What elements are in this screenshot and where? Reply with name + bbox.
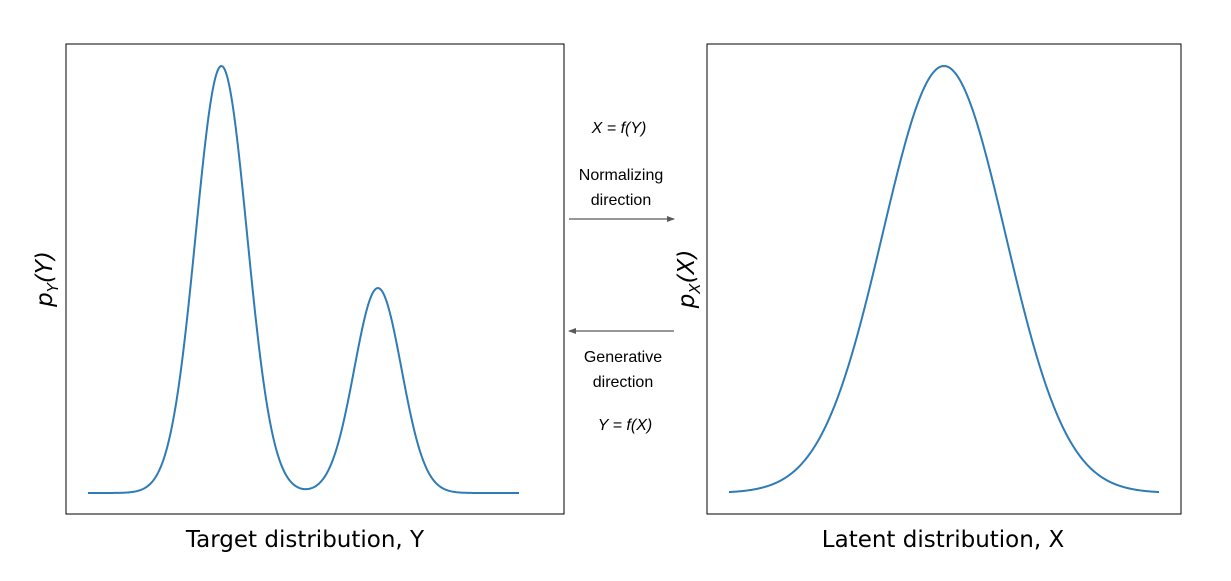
right-y-label-arg: (X) — [674, 250, 700, 284]
left-y-label-base: p — [32, 292, 58, 308]
normalizing-formula: X = f(Y) — [591, 120, 647, 137]
generative-label-line1: Generative — [584, 349, 662, 366]
left-y-label-sub: Y — [44, 281, 62, 292]
normalizing-label-line1: Normalizing — [579, 167, 663, 184]
right-y-label-base: p — [674, 294, 700, 310]
left-chart: Target distribution, Y pY(Y) — [32, 43, 565, 553]
left-y-label-arg: (Y) — [32, 251, 58, 283]
normalizing-label-line2: direction — [591, 192, 651, 209]
right-density-curve — [728, 64, 1160, 494]
right-plot-frame — [706, 43, 1182, 515]
right-x-axis-label: Latent distribution, X — [822, 527, 1065, 553]
generative-formula: Y = f(X) — [598, 417, 652, 434]
right-y-label-sub: X — [686, 283, 704, 295]
left-x-axis-label: Target distribution, Y — [185, 527, 425, 553]
left-plot-frame — [65, 43, 565, 515]
generative-label-line2: direction — [593, 374, 653, 391]
right-y-axis-label: pX(X) — [674, 250, 704, 310]
left-density-curve — [88, 64, 519, 494]
middle-annotations: X = f(Y) Normalizing direction Generativ… — [568, 120, 675, 434]
right-chart: Latent distribution, X pX(X) — [674, 43, 1182, 553]
left-y-axis-label: pY(Y) — [32, 251, 62, 308]
